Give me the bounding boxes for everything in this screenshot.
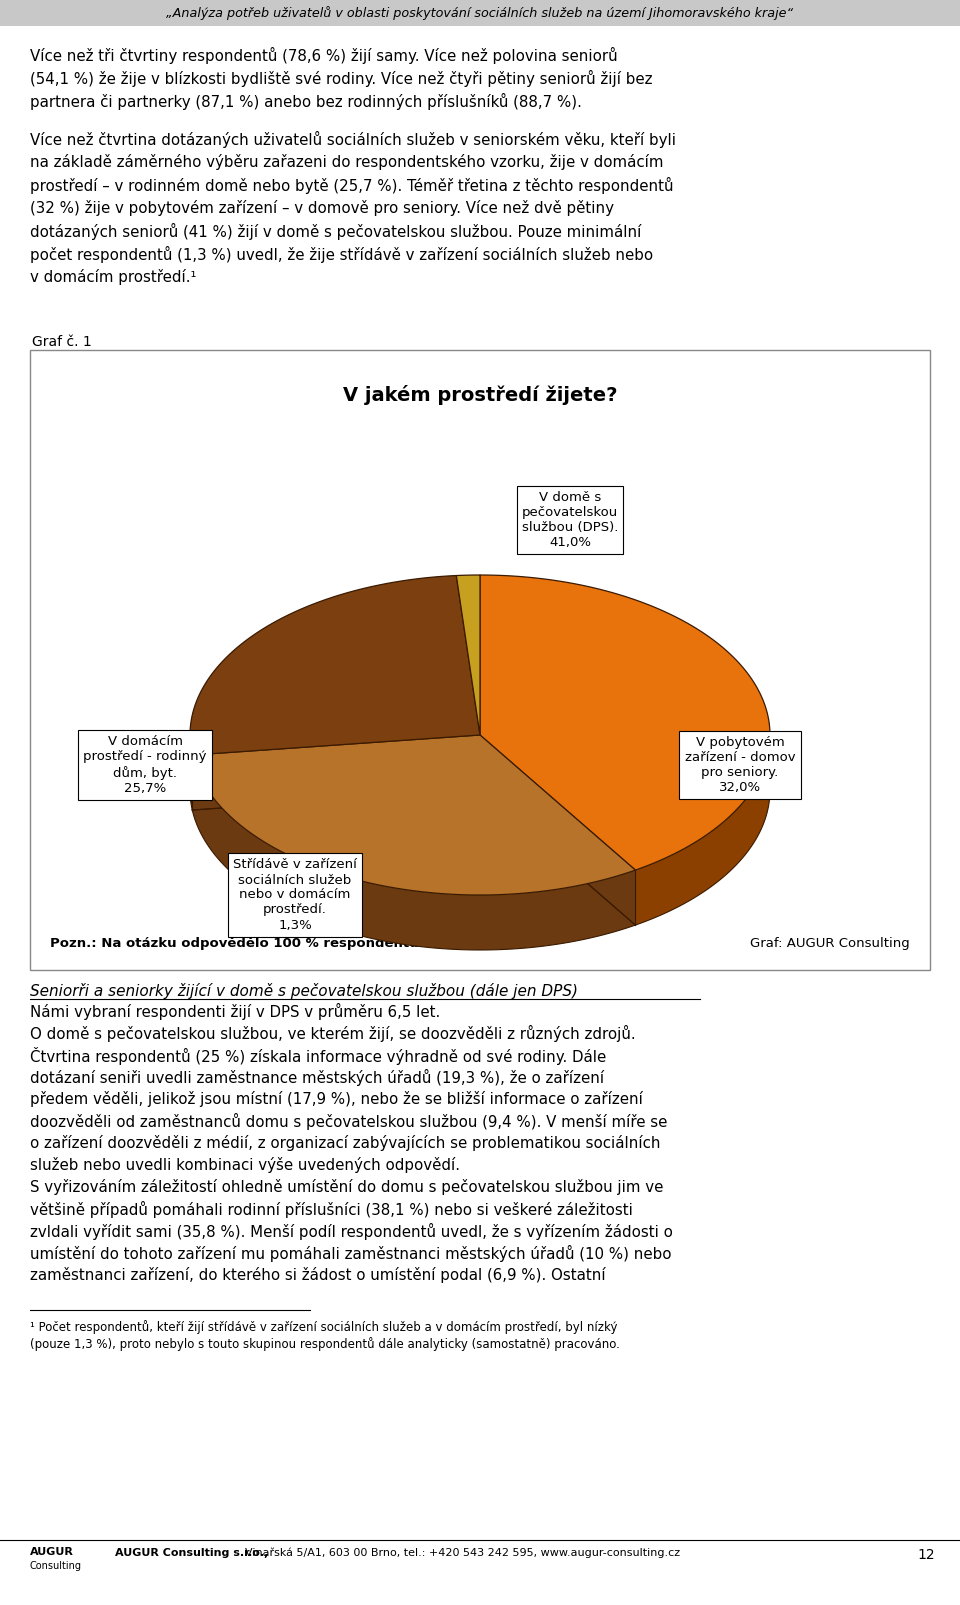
Text: zvldali vyřídit sami (35,8 %). Menší podíl respondentů uvedl, že s vyřízením žád: zvldali vyřídit sami (35,8 %). Menší pod… — [30, 1223, 673, 1241]
Polygon shape — [190, 735, 192, 811]
Text: prostředí – v rodinném domě nebo bytě (25,7 %). Téměř třetina z těchto responden: prostředí – v rodinném domě nebo bytě (2… — [30, 177, 674, 194]
Text: Pozn.: Na otázku odpovědělo 100 % respondentů.: Pozn.: Na otázku odpovědělo 100 % respon… — [50, 936, 423, 950]
Text: Námi vybraní respondenti žijí v DPS v průměru 6,5 let.: Námi vybraní respondenti žijí v DPS v pr… — [30, 1003, 441, 1021]
Polygon shape — [636, 737, 770, 924]
Text: o zařízení doozvěděli z médií, z organizací zabývajících se problematikou sociál: o zařízení doozvěděli z médií, z organiz… — [30, 1135, 660, 1151]
Text: partnera či partnerky (87,1 %) anebo bez rodinných příslušníků (88,7 %).: partnera či partnerky (87,1 %) anebo bez… — [30, 93, 582, 111]
Bar — [0, 0, 960, 26]
Text: dotázaní seniři uvedli zaměstnance městských úřadů (19,3 %), že o zařízení: dotázaní seniři uvedli zaměstnance městs… — [30, 1069, 604, 1087]
Text: předem věděli, jelikož jsou místní (17,9 %), nebo že se bližší informace o zaříz: předem věděli, jelikož jsou místní (17,9… — [30, 1091, 643, 1107]
Text: (54,1 %) že žije v blízkosti bydliště své rodiny. Více než čtyři pětiny seniorů : (54,1 %) že žije v blízkosti bydliště sv… — [30, 71, 653, 87]
Text: zaměstnanci zařízení, do kterého si žádost o umístění podal (6,9 %). Ostatní: zaměstnanci zařízení, do kterého si žádo… — [30, 1266, 606, 1282]
Text: v domácím prostředí.¹: v domácím prostředí.¹ — [30, 270, 197, 286]
Text: Graf č. 1: Graf č. 1 — [32, 335, 92, 348]
Text: dotázaných seniorů (41 %) žijí v domě s pečovatelskou službou. Pouze minimální: dotázaných seniorů (41 %) žijí v domě s … — [30, 223, 641, 241]
Text: AUGUR: AUGUR — [30, 1547, 74, 1557]
Text: Čtvrtina respondentů (25 %) získala informace výhradně od své rodiny. Dále: Čtvrtina respondentů (25 %) získala info… — [30, 1046, 607, 1066]
Text: V domácím
prostředí - rodinný
dům, byt.
25,7%: V domácím prostředí - rodinný dům, byt. … — [84, 735, 206, 794]
Bar — [30, 350, 930, 969]
Text: umístění do tohoto zařízení mu pomáhali zaměstnanci městských úřadů (10 %) nebo: umístění do tohoto zařízení mu pomáhali … — [30, 1245, 671, 1262]
Text: AUGUR Consulting s.r.o.,: AUGUR Consulting s.r.o., — [115, 1547, 269, 1558]
Text: většině případů pomáhali rodinní příslušníci (38,1 %) nebo si veškeré záležitost: většině případů pomáhali rodinní přísluš… — [30, 1201, 633, 1218]
Text: doozvěděli od zaměstnanců domu s pečovatelskou službou (9,4 %). V menší míře se: doozvěděli od zaměstnanců domu s pečovat… — [30, 1112, 667, 1130]
Text: služeb nebo uvedli kombinaci výše uvedených odpovědí.: služeb nebo uvedli kombinaci výše uveden… — [30, 1157, 460, 1173]
Text: na základě záměrného výběru zařazeni do respondentského vzorku, žije v domácím: na základě záměrného výběru zařazeni do … — [30, 154, 663, 170]
Text: počet respondentů (1,3 %) uvedl, že žije střídávě v zařízení sociálních služeb n: počet respondentů (1,3 %) uvedl, že žije… — [30, 246, 653, 263]
Text: Consulting: Consulting — [30, 1562, 82, 1571]
Text: Více než tři čtvrtiny respondentů (78,6 %) žijí samy. Více než polovina seniorů: Více než tři čtvrtiny respondentů (78,6 … — [30, 47, 617, 64]
Text: S vyřizováním záležitostí ohledně umístění do domu s pečovatelskou službou jim v: S vyřizováním záležitostí ohledně umístě… — [30, 1180, 663, 1196]
Text: V jakém prostředí žijete?: V jakém prostředí žijete? — [343, 385, 617, 404]
Polygon shape — [192, 754, 636, 950]
Polygon shape — [190, 576, 480, 754]
Text: V domě s
pečovatelskou
službou (DPS).
41,0%: V domě s pečovatelskou službou (DPS). 41… — [522, 491, 618, 549]
Text: ¹ Počet respondentů, kteří žijí střídávě v zařízení sociálních služeb a v domácí: ¹ Počet respondentů, kteří žijí střídávě… — [30, 1319, 617, 1334]
Text: Graf: AUGUR Consulting: Graf: AUGUR Consulting — [751, 937, 910, 950]
Text: 12: 12 — [918, 1547, 935, 1562]
Text: V pobytovém
zařízení - domov
pro seniory.
32,0%: V pobytovém zařízení - domov pro seniory… — [684, 737, 795, 794]
Text: Střídávě v zařízení
sociálních služeb
nebo v domácím
prostředí.
1,3%: Střídávě v zařízení sociálních služeb ne… — [233, 859, 357, 931]
Text: Seniorři a seniorky žijící v domě s pečovatelskou službou (dále jen DPS): Seniorři a seniorky žijící v domě s pečo… — [30, 982, 578, 998]
Text: (32 %) žije v pobytovém zařízení – v domově pro seniory. Více než dvě pětiny: (32 %) žije v pobytovém zařízení – v dom… — [30, 201, 614, 217]
Text: Více než čtvrtina dotázaných uživatelů sociálních služeb v seniorském věku, kteř: Více než čtvrtina dotázaných uživatelů s… — [30, 132, 676, 148]
Polygon shape — [456, 575, 480, 735]
Text: O domě s pečovatelskou službou, ve kterém žijí, se doozvěděli z různých zdrojů.: O domě s pečovatelskou službou, ve které… — [30, 1026, 636, 1042]
Text: Vinařská 5/A1, 603 00 Brno, tel.: +420 543 242 595, www.augur-consulting.cz: Vinařská 5/A1, 603 00 Brno, tel.: +420 5… — [245, 1547, 680, 1558]
Text: „Analýza potřeb uživatelů v oblasti poskytování sociálních služeb na území Jihom: „Analýza potřeb uživatelů v oblasti posk… — [166, 6, 794, 19]
Text: (pouze 1,3 %), proto nebylo s touto skupinou respondentů dále analyticky (samost: (pouze 1,3 %), proto nebylo s touto skup… — [30, 1337, 620, 1351]
Polygon shape — [480, 575, 770, 870]
Polygon shape — [192, 735, 636, 896]
